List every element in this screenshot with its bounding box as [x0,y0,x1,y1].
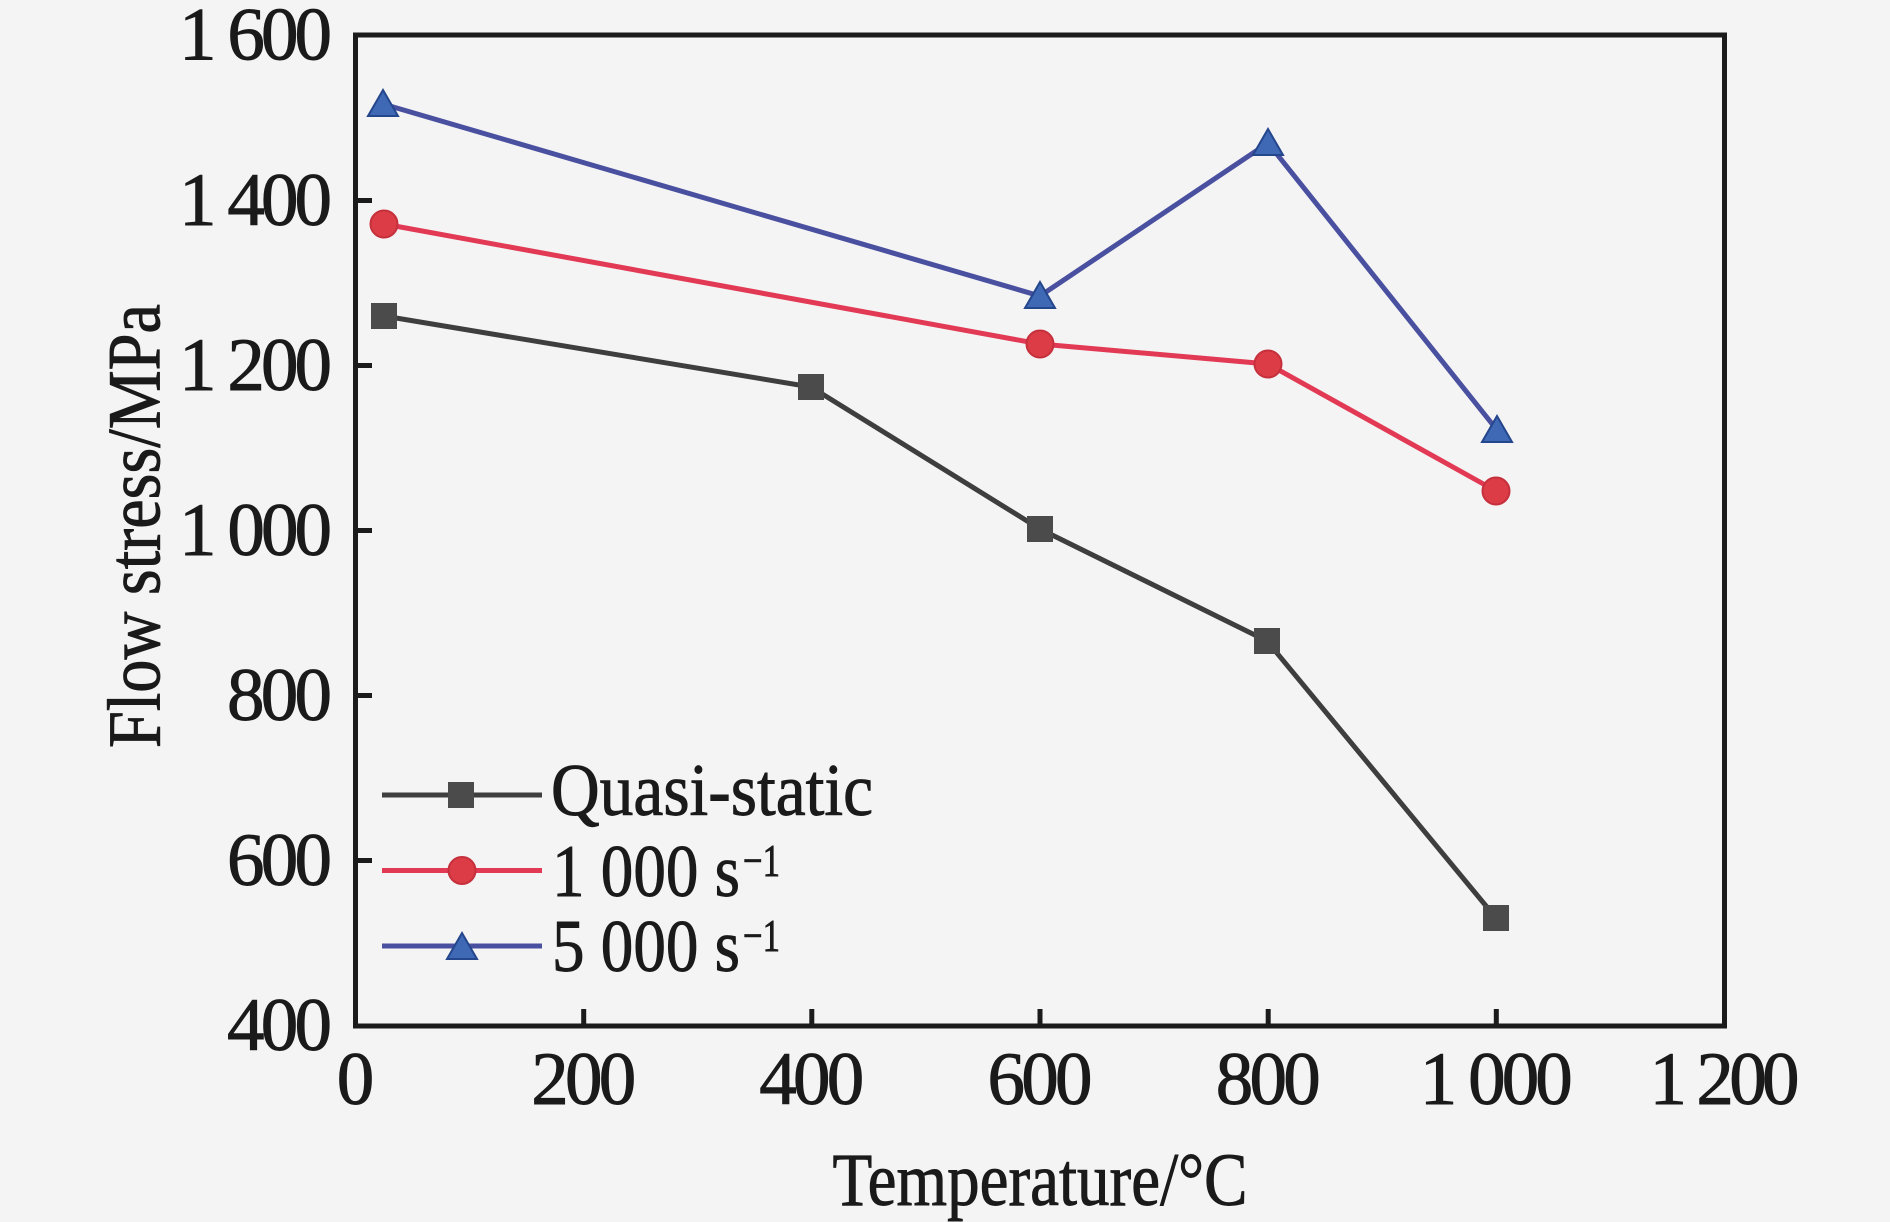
svg-text:1 200: 1 200 [1650,1038,1800,1121]
svg-text:−1: −1 [743,910,780,961]
svg-text:Flow stress/MPa: Flow stress/MPa [94,304,177,748]
svg-text:1 000: 1 000 [1420,1038,1573,1121]
svg-text:1 600: 1 600 [179,0,332,77]
svg-text:1 000 s: 1 000 s [552,831,740,913]
svg-text:600: 600 [988,1038,1093,1121]
svg-text:1 200: 1 200 [179,324,332,407]
svg-text:5 000 s: 5 000 s [552,906,740,988]
svg-text:400: 400 [759,1038,864,1121]
svg-text:800: 800 [1216,1038,1321,1121]
svg-text:400: 400 [227,984,332,1067]
svg-text:−1: −1 [743,835,780,886]
svg-text:200: 200 [531,1038,636,1121]
svg-text:1 400: 1 400 [179,159,332,242]
svg-text:Quasi-static: Quasi-static [551,750,873,832]
svg-text:Temperature/°C: Temperature/°C [833,1139,1248,1222]
svg-text:600: 600 [227,819,332,902]
svg-text:0: 0 [337,1038,375,1121]
svg-text:1 000: 1 000 [179,489,332,572]
svg-text:800: 800 [227,654,332,737]
